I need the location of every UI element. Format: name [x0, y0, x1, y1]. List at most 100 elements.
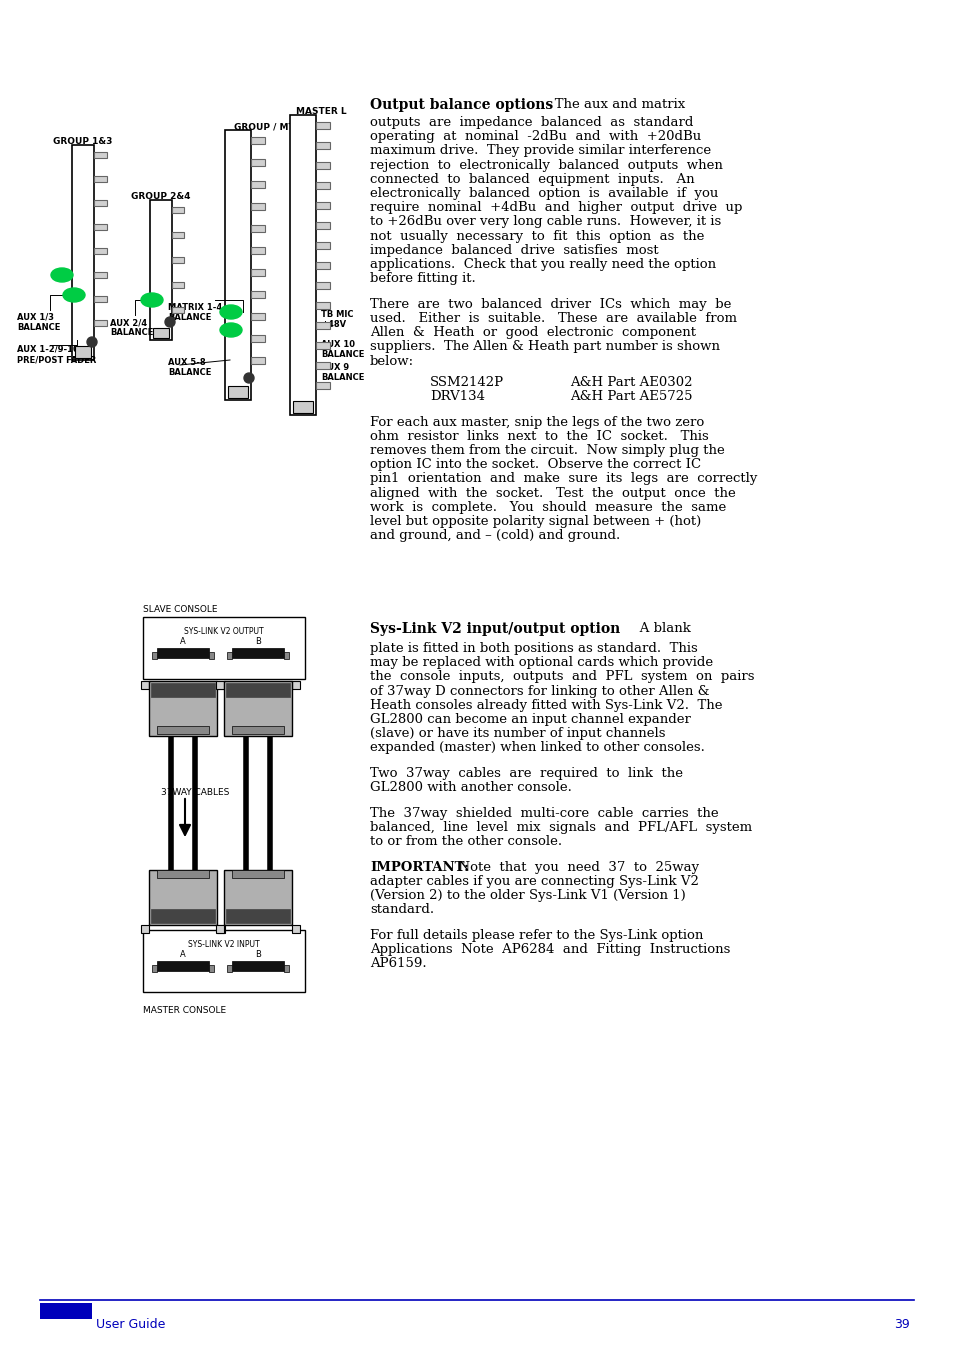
Text: DRV134: DRV134	[430, 390, 484, 403]
Text: suppliers.  The Allen & Heath part number is shown: suppliers. The Allen & Heath part number…	[370, 340, 720, 354]
Bar	[251, 312, 265, 319]
Bar	[40, 1302, 91, 1319]
Bar	[315, 342, 330, 349]
Bar	[232, 961, 284, 971]
Text: Note  that  you  need  37  to  25way: Note that you need 37 to 25way	[450, 861, 699, 874]
Text: level but opposite polarity signal between + (hot): level but opposite polarity signal betwe…	[370, 515, 700, 528]
Bar	[216, 925, 225, 934]
Bar	[172, 282, 184, 288]
Bar	[292, 925, 299, 934]
Text: of 37way D connectors for linking to other Allen &: of 37way D connectors for linking to oth…	[370, 685, 709, 697]
Bar	[150, 200, 172, 340]
Text: Two  37way  cables  are  required  to  link  the: Two 37way cables are required to link th…	[370, 767, 682, 780]
Text: Applications  Note  AP6284  and  Fitting  Instructions: Applications Note AP6284 and Fitting Ins…	[370, 943, 730, 957]
Text: and ground, and – (cold) and ground.: and ground, and – (cold) and ground.	[370, 530, 619, 542]
Bar	[315, 222, 330, 228]
Bar	[209, 965, 213, 971]
Text: For each aux master, snip the legs of the two zero: For each aux master, snip the legs of th…	[370, 416, 703, 428]
Ellipse shape	[51, 267, 73, 282]
Bar	[143, 929, 305, 992]
Bar	[251, 136, 265, 143]
Bar	[293, 401, 313, 413]
Text: B: B	[254, 950, 261, 959]
Text: A blank: A blank	[626, 621, 690, 635]
Text: Heath consoles already fitted with Sys-Link V2.  The: Heath consoles already fitted with Sys-L…	[370, 698, 721, 712]
Bar	[251, 357, 265, 363]
Text: adapter cables if you are connecting Sys-Link V2: adapter cables if you are connecting Sys…	[370, 875, 699, 888]
Text: AUX 10
BALANCE: AUX 10 BALANCE	[320, 340, 364, 359]
Bar	[71, 145, 94, 359]
Text: GL2800: GL2800	[41, 1319, 94, 1331]
Bar	[94, 272, 107, 278]
Bar	[315, 381, 330, 389]
Bar	[228, 386, 248, 399]
Ellipse shape	[141, 293, 163, 307]
Text: ohm  resistor  links  next  to  the  IC  socket.   This: ohm resistor links next to the IC socket…	[370, 430, 708, 443]
Text: outputs  are  impedance  balanced  as  standard: outputs are impedance balanced as standa…	[370, 116, 693, 128]
Bar	[315, 301, 330, 308]
Bar	[151, 684, 214, 697]
Text: may be replaced with optional cards which provide: may be replaced with optional cards whic…	[370, 657, 713, 669]
Bar	[151, 909, 214, 923]
Text: There  are  two  balanced  driver  ICs  which  may  be: There are two balanced driver ICs which …	[370, 297, 731, 311]
Bar	[141, 681, 149, 689]
Text: A&H Part AE5725: A&H Part AE5725	[569, 390, 692, 403]
Bar	[251, 290, 265, 297]
Bar	[226, 909, 290, 923]
Text: standard.: standard.	[370, 904, 434, 916]
Bar	[157, 648, 209, 658]
Bar	[209, 653, 213, 659]
Bar	[232, 648, 284, 658]
Text: AP6159.: AP6159.	[370, 958, 426, 970]
Text: impedance  balanced  drive  satisfies  most: impedance balanced drive satisfies most	[370, 243, 658, 257]
Text: rejection  to  electronically  balanced  outputs  when: rejection to electronically balanced out…	[370, 158, 722, 172]
Bar	[172, 257, 184, 263]
Text: AUX 1-2/9-10
PRE/POST FADER: AUX 1-2/9-10 PRE/POST FADER	[17, 345, 96, 365]
Bar	[143, 617, 305, 680]
Bar	[315, 122, 330, 128]
Text: Sys-Link V2 input/output option: Sys-Link V2 input/output option	[370, 621, 619, 636]
Text: balanced,  line  level  mix  signals  and  PFL/AFL  system: balanced, line level mix signals and PFL…	[370, 821, 751, 834]
Text: aligned  with  the  socket.   Test  the  output  once  the: aligned with the socket. Test the output…	[370, 486, 735, 500]
Text: AUX 5-8
BALANCE: AUX 5-8 BALANCE	[168, 358, 212, 377]
Text: (slave) or have its number of input channels: (slave) or have its number of input chan…	[370, 727, 665, 740]
Bar	[94, 153, 107, 158]
Bar	[75, 346, 91, 358]
Text: require  nominal  +4dBu  and  higher  output  drive  up: require nominal +4dBu and higher output …	[370, 201, 741, 215]
Bar	[94, 200, 107, 205]
Bar	[149, 870, 216, 925]
Text: TB MIC
+48V: TB MIC +48V	[320, 309, 354, 330]
Text: IMPORTANT:: IMPORTANT:	[370, 861, 469, 874]
Bar	[290, 115, 315, 415]
Bar	[94, 320, 107, 326]
Text: The  37way  shielded  multi-core  cable  carries  the: The 37way shielded multi-core cable carr…	[370, 807, 718, 820]
Text: MASTER L: MASTER L	[295, 107, 346, 116]
Text: AUX 1/3
BALANCE: AUX 1/3 BALANCE	[17, 313, 60, 332]
Text: A: A	[180, 950, 186, 959]
Text: GL2800 can become an input channel expander: GL2800 can become an input channel expan…	[370, 713, 690, 725]
Text: Output balance options: Output balance options	[370, 99, 553, 112]
Text: pin1  orientation  and  make  sure  its  legs  are  correctly: pin1 orientation and make sure its legs …	[370, 473, 757, 485]
Text: User Guide: User Guide	[96, 1319, 165, 1331]
Text: operating  at  nominal  -2dBu  and  with  +20dBu: operating at nominal -2dBu and with +20d…	[370, 130, 700, 143]
Text: to or from the other console.: to or from the other console.	[370, 835, 561, 848]
Text: option IC into the socket.  Observe the correct IC: option IC into the socket. Observe the c…	[370, 458, 700, 471]
Bar	[251, 335, 265, 342]
Bar	[172, 232, 184, 238]
Text: SYS-LINK V2 OUTPUT: SYS-LINK V2 OUTPUT	[184, 627, 264, 636]
Bar	[315, 201, 330, 208]
Bar	[315, 142, 330, 149]
Text: removes them from the circuit.  Now simply plug the: removes them from the circuit. Now simpl…	[370, 444, 724, 457]
Bar	[149, 681, 216, 736]
Text: A&H Part AE0302: A&H Part AE0302	[569, 376, 692, 389]
Text: applications.  Check that you really need the option: applications. Check that you really need…	[370, 258, 716, 272]
Bar	[215, 925, 224, 934]
Text: used.   Either  is  suitable.   These  are  available  from: used. Either is suitable. These are avai…	[370, 312, 737, 326]
Ellipse shape	[220, 305, 242, 319]
Bar	[172, 207, 184, 213]
Bar	[152, 328, 169, 338]
Text: connected  to  balanced  equipment  inputs.   An: connected to balanced equipment inputs. …	[370, 173, 694, 186]
Text: GL2800 with another console.: GL2800 with another console.	[370, 781, 571, 794]
Text: SSM2142P: SSM2142P	[430, 376, 503, 389]
Text: MATRIX 1-4
BALANCE: MATRIX 1-4 BALANCE	[168, 303, 222, 323]
